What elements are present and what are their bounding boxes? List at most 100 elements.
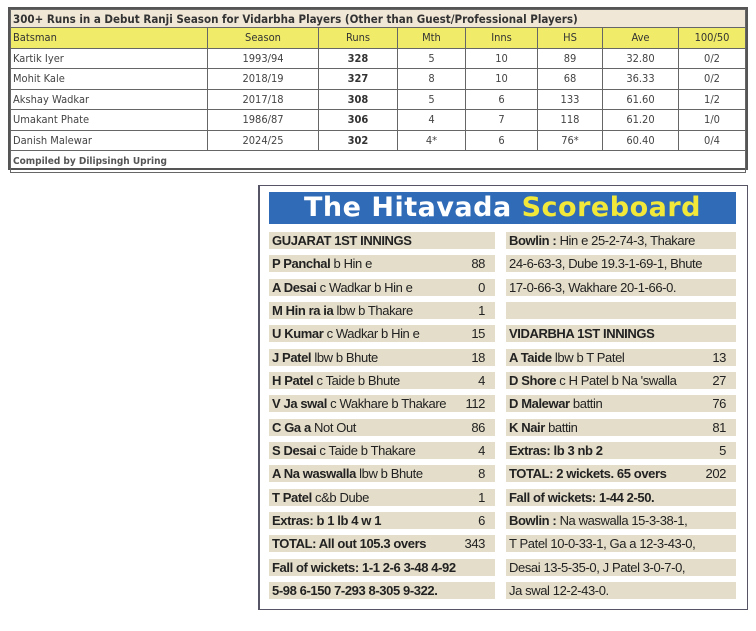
line-bold-text: Fall of wickets: 1-1 2-6 3-48 4-92 <box>272 559 456 575</box>
line-bold-text: M Hin ra ia <box>272 303 334 319</box>
scoreboard-line: Desai 13-5-35-0, J Patel 3-0-7-0, <box>506 558 736 576</box>
line-bold-text: Bowlin : <box>509 513 557 529</box>
table-title: 300+ Runs in a Debut Ranji Season for Vi… <box>10 9 746 28</box>
line-bold-text: D Malewar <box>509 396 570 412</box>
line-value: 6 <box>478 513 485 529</box>
line-value: 5 <box>719 443 726 459</box>
line-value: 4 <box>478 373 485 389</box>
line-value: 88 <box>471 256 485 272</box>
line-bold-text: T Patel <box>272 489 312 505</box>
line-text: Not Out <box>310 419 357 435</box>
table-cell: 2024/25 <box>207 129 319 151</box>
line-value: 13 <box>712 349 726 365</box>
column-header: Runs <box>318 27 398 49</box>
scoreboard-line: U Kumar c Wadkar b Hin e 15 <box>269 325 495 343</box>
line-value: 1 <box>478 303 485 319</box>
line-text: lbw b Bhute <box>355 466 423 482</box>
line-text: Hin e 25-2-74-3, Thakare <box>556 233 696 248</box>
gujarat-innings-column: GUJARAT 1ST INNINGS P Panchal b Hin e 88 A … <box>269 232 495 606</box>
scoreboard-line: T Patel 10-0-33-1, Ga a 12-3-43-0, <box>506 535 736 553</box>
line-text: c Wakhare b Thakare <box>326 396 447 412</box>
line-bold-text: P Panchal <box>272 256 331 272</box>
scoreboard-banner: The Hitavada Scoreboard <box>269 192 736 224</box>
table-cell: 10 <box>465 47 538 69</box>
scoreboard-line: Ja swal 12-2-43-0. <box>506 582 736 600</box>
table-cell: 32.80 <box>602 47 679 69</box>
scoreboard-line: S Desai c Taide b Thakare 4 <box>269 442 495 460</box>
table-cell: 133 <box>537 88 603 110</box>
scoreboard-line: 24-6-63-3, Dube 19.3-1-69-1, Bhute <box>506 255 736 273</box>
table-cell: 0/2 <box>678 47 746 69</box>
line-text: c Taide b Thakare <box>316 443 416 459</box>
scoreboard-line: C Ga a Not Out 86 <box>269 418 495 436</box>
column-header: Season <box>207 27 319 49</box>
line-value: 15 <box>471 326 485 342</box>
line-bold-text: Extras: b 1 lb 4 w 1 <box>272 513 382 529</box>
table-cell: 68 <box>537 68 603 90</box>
table-cell: 4 <box>397 109 466 131</box>
line-bold-text: Bowlin : <box>509 233 557 248</box>
line-bold-text: TOTAL: 2 wickets. 65 overs <box>509 466 667 482</box>
line-value: 202 <box>705 466 727 482</box>
line-text: battin <box>544 419 578 435</box>
debut-season-stats-table: 300+ Runs in a Debut Ranji Season for Vi… <box>8 7 748 173</box>
scoreboard-line: K Nair battin 81 <box>506 418 736 436</box>
line-value: 1 <box>478 489 485 505</box>
scoreboard-line: P Panchal b Hin e 88 <box>269 255 495 273</box>
table-cell: 0/2 <box>678 68 746 90</box>
line-value: 27 <box>712 373 726 389</box>
line-bold-text: Fall of wickets: 1-44 2-50. <box>509 489 655 505</box>
table-cell: 61.20 <box>602 109 679 131</box>
table-cell: 1/2 <box>678 88 746 110</box>
scoreboard-line: M Hin ra ia lbw b Thakare 1 <box>269 302 495 320</box>
banner-title-yellow: Scoreboard <box>521 192 701 223</box>
table-header-row: Batsman Season Runs Mth Inns HS Ave 100/50 <box>10 27 746 49</box>
scoreboard-line <box>506 302 736 320</box>
line-bold-text: A Na waswalla <box>272 466 356 482</box>
line-text: c&b Dube <box>311 489 369 505</box>
line-bold-text: A Taide <box>509 349 552 365</box>
line-bold-text: C Ga a <box>272 419 311 435</box>
line-bold-text: V Ja swal <box>272 396 327 412</box>
scoreboard-line: T Patel c&b Dube 1 <box>269 488 495 506</box>
table-cell: Umakant Phate <box>10 109 208 131</box>
table-cell: 4* <box>397 129 466 151</box>
table-cell: 8 <box>397 68 466 90</box>
line-text: c Wadkar b Hin e <box>323 326 420 342</box>
table-cell: 0/4 <box>678 129 746 151</box>
column-header: 100/50 <box>678 27 746 49</box>
line-bold-text: VIDARBHA 1ST INNINGS <box>509 326 655 342</box>
line-value: 8 <box>478 466 485 482</box>
table-cell: 61.60 <box>602 88 679 110</box>
table-cell: 5 <box>397 47 466 69</box>
line-value: 112 <box>465 396 485 412</box>
line-text: 17-0-66-3, Wakhare 20-1-66-0. <box>509 279 677 295</box>
line-text: lbw b Thakare <box>333 303 414 319</box>
scoreboard-line: Bowlin : Hin e 25-2-74-3, Thakare <box>506 232 736 249</box>
line-value: 86 <box>471 419 485 435</box>
table-cell: 302 <box>318 129 398 151</box>
line-bold-text: K Nair <box>509 419 545 435</box>
table-cell: 5 <box>397 88 466 110</box>
table-cell: 327 <box>318 68 398 90</box>
table-cell: 36.33 <box>602 68 679 90</box>
scoreboard-line: GUJARAT 1ST INNINGS <box>269 232 495 249</box>
line-bold-text: D Shore <box>509 373 557 389</box>
scoreboard-line: D Malewar battin 76 <box>506 395 736 413</box>
line-text: Na waswalla 15-3-38-1, <box>556 513 688 529</box>
table-cell: Akshay Wadkar <box>10 88 208 110</box>
scoreboard-line: TOTAL: All out 105.3 overs 343 <box>269 535 495 553</box>
line-value: 4 <box>478 443 485 459</box>
line-value: 76 <box>712 396 726 412</box>
line-bold-text: TOTAL: All out 105.3 overs <box>272 536 427 552</box>
scoreboard-line: V Ja swal c Wakhare b Thakare 112 <box>269 395 495 413</box>
table-cell: 60.40 <box>602 129 679 151</box>
scoreboard-line: Bowlin : Na waswalla 15-3-38-1, <box>506 512 736 530</box>
table-cell: 10 <box>465 68 538 90</box>
line-value: 343 <box>464 536 486 552</box>
line-value: 81 <box>712 419 726 435</box>
vidarbha-innings-column: Bowlin : Hin e 25-2-74-3, Thakare 24-6-63… <box>506 232 736 606</box>
table-cell: Kartik Iyer <box>10 47 208 69</box>
column-header: HS <box>537 27 603 49</box>
table-cell: Mohit Kale <box>10 68 208 90</box>
